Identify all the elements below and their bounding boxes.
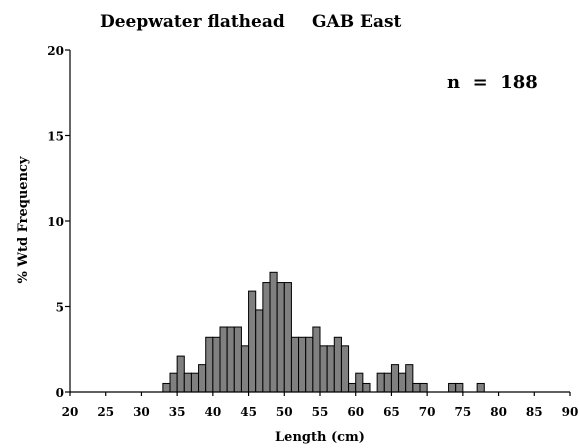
x-tick-label-65: 65 bbox=[383, 405, 400, 419]
y-tick-label-10: 10 bbox=[47, 215, 64, 229]
bar-47 bbox=[262, 282, 271, 393]
bar-69 bbox=[419, 382, 428, 393]
bar-45 bbox=[248, 290, 257, 393]
bar-77 bbox=[476, 382, 485, 393]
x-tick-label-50: 50 bbox=[276, 405, 293, 419]
bar-61 bbox=[362, 382, 371, 393]
x-ticks-group: 20 25 30 35 40 45 50 55 60 65 70 75 80 85 90 bbox=[62, 392, 579, 419]
y-tick-label-0: 0 bbox=[56, 386, 64, 400]
x-tick-label-75: 75 bbox=[455, 405, 472, 419]
bar-34 bbox=[169, 372, 178, 393]
bar-58 bbox=[340, 345, 350, 393]
bar-39 bbox=[205, 336, 214, 393]
y-ticks-group: 0 5 10 15 20 bbox=[47, 44, 70, 400]
chart-title: Deepwater flathead bbox=[100, 12, 285, 32]
x-tick-label-60: 60 bbox=[347, 405, 364, 419]
x-tick-label-85: 85 bbox=[526, 405, 543, 419]
bar-59 bbox=[348, 382, 357, 393]
bar-44 bbox=[240, 345, 250, 393]
x-tick-label-90: 90 bbox=[562, 405, 579, 419]
bar-35 bbox=[176, 355, 185, 393]
bar-55 bbox=[319, 345, 328, 393]
bar-74 bbox=[455, 382, 464, 393]
chart-subtitle: GAB East bbox=[312, 12, 402, 32]
bar-38 bbox=[198, 364, 207, 393]
bar-49 bbox=[276, 282, 285, 393]
x-tick-label-40: 40 bbox=[205, 405, 222, 419]
bar-42 bbox=[226, 326, 235, 393]
y-tick-label-20: 20 bbox=[47, 44, 64, 58]
x-tick-label-35: 35 bbox=[169, 405, 186, 419]
bar-50 bbox=[283, 282, 292, 393]
bars-group bbox=[162, 271, 485, 393]
bar-40 bbox=[212, 336, 221, 393]
bar-56 bbox=[326, 345, 335, 393]
bar-33 bbox=[162, 382, 171, 393]
bar-65 bbox=[390, 364, 400, 393]
x-tick-label-70: 70 bbox=[419, 405, 436, 419]
bar-37 bbox=[190, 372, 200, 393]
bar-52 bbox=[298, 336, 307, 393]
bar-54 bbox=[312, 326, 321, 393]
bar-64 bbox=[383, 372, 392, 393]
bar-63 bbox=[376, 372, 385, 393]
bar-68 bbox=[412, 382, 421, 393]
bar-36 bbox=[183, 372, 192, 393]
sample-size-annotation: n = 188 bbox=[447, 72, 538, 93]
y-axis-label: % Wtd Frequency bbox=[16, 156, 31, 283]
x-tick-label-20: 20 bbox=[62, 405, 79, 419]
x-tick-label-55: 55 bbox=[312, 405, 329, 419]
x-axis-label: Length (cm) bbox=[275, 430, 365, 445]
bar-41 bbox=[219, 326, 228, 393]
bar-60 bbox=[355, 372, 364, 393]
bar-73 bbox=[448, 382, 457, 393]
bar-57 bbox=[333, 336, 342, 393]
bar-66 bbox=[398, 372, 407, 393]
x-tick-label-25: 25 bbox=[97, 405, 114, 419]
bar-46 bbox=[255, 309, 264, 393]
y-tick-label-15: 15 bbox=[47, 130, 64, 144]
x-tick-label-45: 45 bbox=[240, 405, 257, 419]
x-tick-label-30: 30 bbox=[133, 405, 150, 419]
bar-67 bbox=[405, 364, 414, 393]
y-tick-label-5: 5 bbox=[56, 301, 64, 315]
x-tick-label-80: 80 bbox=[490, 405, 507, 419]
bar-43 bbox=[233, 326, 242, 393]
bar-51 bbox=[290, 336, 300, 393]
bar-53 bbox=[305, 336, 314, 393]
bar-48 bbox=[269, 271, 278, 393]
